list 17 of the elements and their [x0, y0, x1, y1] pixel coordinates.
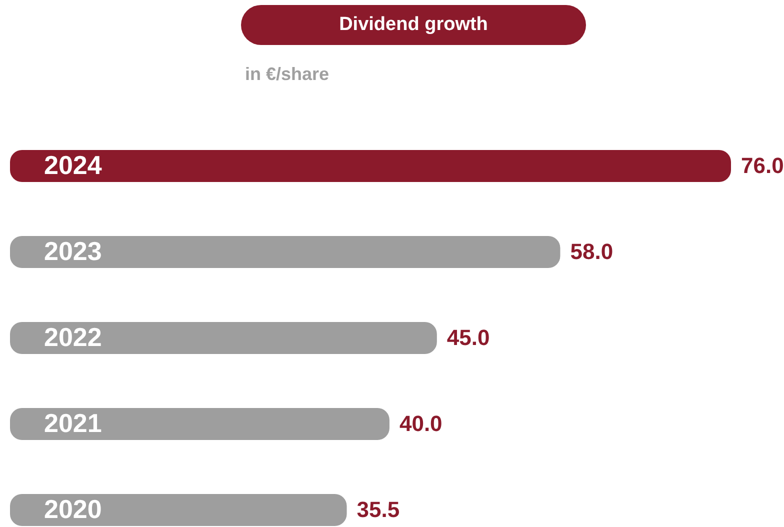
data-label: 40.0 [399, 410, 442, 436]
y-tick-label: 2024 [44, 150, 102, 180]
bar [10, 150, 731, 182]
chart-title: Dividend growth [241, 5, 586, 45]
bar [10, 408, 390, 440]
data-label: 76.0 [741, 152, 784, 178]
data-label: 58.0 [570, 238, 614, 264]
data-label: 35.5 [356, 496, 400, 522]
y-tick-label: 2020 [44, 494, 102, 524]
y-tick-label: 2022 [44, 322, 102, 352]
y-tick-label: 2023 [44, 236, 102, 266]
chart-subtitle: in €/share [245, 64, 330, 85]
y-tick-label: 2021 [44, 408, 102, 438]
bar [10, 494, 347, 526]
bar [10, 322, 437, 354]
bar [10, 236, 560, 268]
data-label: 45.0 [446, 324, 490, 350]
